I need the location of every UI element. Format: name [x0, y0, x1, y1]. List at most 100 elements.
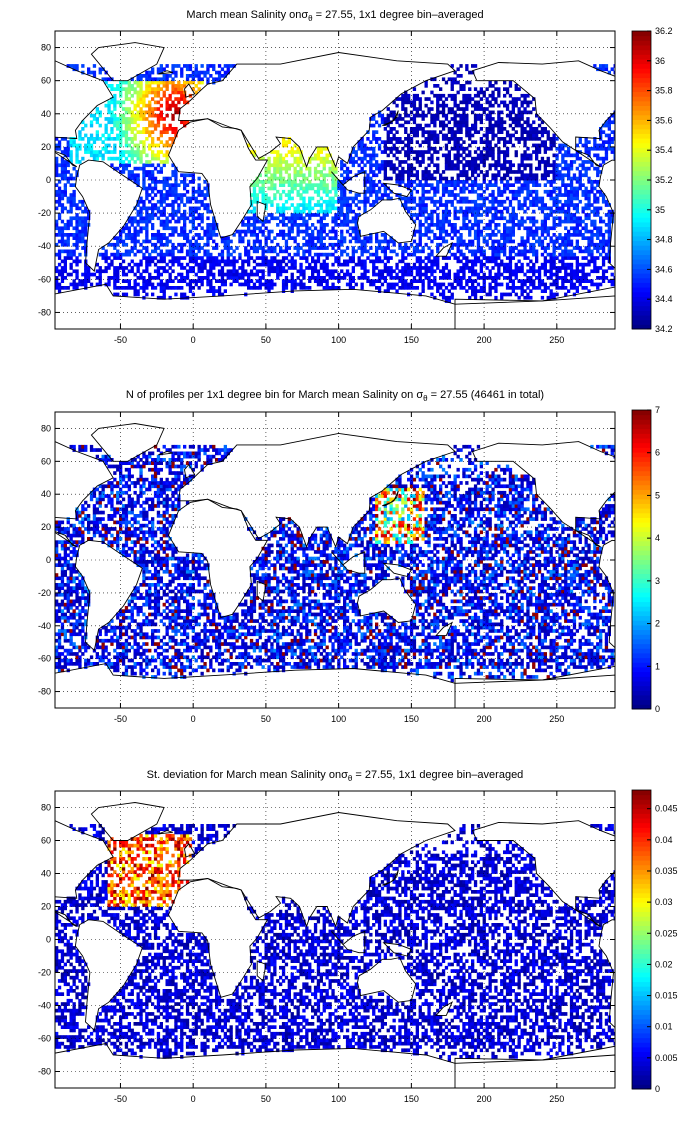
heatmap-cell [532, 282, 536, 287]
heatmap-cell [174, 286, 178, 290]
heatmap-cell [476, 193, 481, 197]
heatmap-cell [215, 233, 219, 237]
heatmap-cell [60, 196, 65, 201]
heatmap-cell [511, 183, 515, 187]
heatmap-cell [465, 103, 469, 108]
heatmap-cell [302, 242, 306, 247]
heatmap-cell [479, 186, 483, 191]
heatmap-cell [575, 189, 579, 194]
heatmap-cell [392, 163, 396, 168]
heatmap-cell [331, 163, 335, 168]
heatmap-cell [121, 292, 126, 297]
heatmap-cell [424, 242, 428, 247]
heatmap-cell [127, 110, 131, 115]
heatmap-cell [552, 292, 556, 297]
heatmap-cell [107, 137, 111, 141]
heatmap-cell [247, 242, 251, 247]
heatmap-cell [145, 163, 149, 168]
heatmap-cell [578, 156, 582, 161]
heatmap-cell [404, 170, 408, 174]
heatmap-cell [145, 279, 149, 283]
heatmap-cell [119, 140, 123, 144]
heatmap-cell [273, 256, 277, 260]
heatmap-cell [398, 279, 402, 283]
heatmap-cell [372, 146, 376, 151]
heatmap-cell [78, 252, 82, 257]
heatmap-cell [340, 242, 344, 247]
heatmap-cell [401, 123, 405, 128]
heatmap-cell [380, 183, 385, 187]
heatmap-cell [206, 189, 210, 194]
heatmap-cell [383, 249, 387, 254]
heatmap-cell [494, 160, 498, 164]
heatmap-cell [372, 130, 376, 134]
heatmap-cell [302, 189, 306, 194]
heatmap-cell [328, 170, 332, 174]
heatmap-cell [380, 233, 385, 237]
heatmap-cell [162, 117, 166, 121]
heatmap-cell [511, 127, 515, 131]
heatmap-cell [456, 127, 460, 131]
heatmap-cell [299, 282, 303, 287]
heatmap-cell [401, 196, 405, 201]
heatmap-cell [456, 246, 460, 250]
heatmap-cell [482, 180, 486, 184]
heatmap-cell [430, 209, 434, 214]
heatmap-cell [252, 193, 257, 197]
heatmap-cell [587, 239, 591, 244]
heatmap-cell [217, 289, 222, 293]
heatmap-cell [380, 117, 385, 121]
heatmap-cell [319, 206, 323, 211]
heatmap-cell [360, 282, 364, 287]
heatmap-cell [69, 266, 73, 270]
heatmap-cell [456, 156, 460, 161]
heatmap-cell [136, 103, 140, 108]
heatmap-cell [194, 233, 198, 237]
heatmap-cell [287, 226, 291, 231]
heatmap-cell [590, 223, 594, 227]
heatmap-cell [247, 229, 251, 234]
heatmap-cell [331, 276, 335, 280]
heatmap-cell [392, 113, 396, 118]
heatmap-cell [377, 259, 382, 264]
heatmap-cell [226, 269, 230, 274]
heatmap-cell [316, 272, 321, 277]
heatmap-cell [569, 276, 574, 280]
heatmap-cell [345, 262, 350, 267]
heatmap-cell [465, 130, 469, 134]
heatmap-cell [549, 262, 553, 267]
heatmap-cell [151, 242, 155, 247]
heatmap-cell [482, 276, 486, 280]
heatmap-cell [281, 183, 286, 187]
heatmap-cell [540, 203, 545, 207]
heatmap-cell [567, 153, 571, 158]
heatmap-cell [273, 173, 277, 178]
heatmap-cell [407, 113, 411, 118]
heatmap-cell [532, 120, 536, 125]
heatmap-cell [366, 153, 370, 158]
heatmap-cell [133, 180, 137, 184]
heatmap-cell [177, 209, 181, 214]
heatmap-cell [133, 173, 137, 178]
heatmap-cell [564, 186, 568, 191]
heatmap-cell [485, 186, 489, 191]
heatmap-cell [313, 269, 318, 274]
heatmap-cell [145, 189, 149, 194]
heatmap-cell [220, 252, 225, 257]
heatmap-cell [561, 153, 565, 158]
heatmap-cell [409, 163, 414, 168]
heatmap-cell [366, 173, 370, 178]
heatmap-cell [136, 130, 140, 134]
heatmap-cell [479, 117, 483, 121]
heatmap-cell [165, 223, 169, 227]
heatmap-cell [159, 117, 163, 121]
heatmap-cell [395, 282, 399, 287]
heatmap-cell [508, 249, 513, 254]
heatmap-cell [439, 236, 443, 240]
heatmap-cell [69, 233, 73, 237]
heatmap-cell [343, 259, 347, 264]
heatmap-cell [584, 276, 588, 280]
heatmap-cell [171, 229, 175, 234]
heatmap-cell [217, 279, 222, 283]
heatmap-cell [153, 242, 158, 247]
